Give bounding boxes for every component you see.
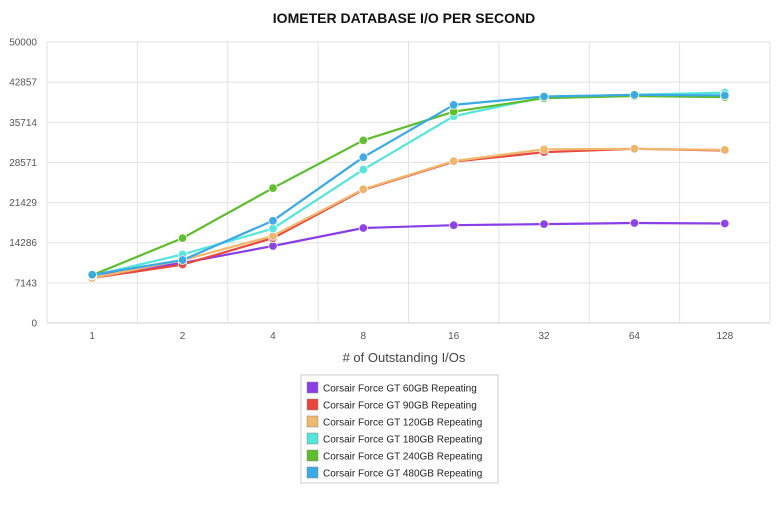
x-tick-label: 64 — [629, 331, 641, 342]
data-point — [720, 145, 730, 155]
y-tick-label: 7143 — [15, 278, 38, 289]
data-point — [268, 183, 278, 193]
y-tick-label: 28571 — [9, 158, 37, 169]
legend-label: Corsair Force GT 90GB Repeating — [323, 401, 477, 412]
data-point — [448, 156, 459, 166]
y-tick-label: 0 — [31, 319, 37, 330]
legend-swatch — [306, 449, 319, 462]
series-6 — [87, 90, 730, 280]
data-point — [358, 135, 369, 146]
legend-label: Corsair Force GT 180GB Repeating — [323, 435, 482, 446]
data-point — [358, 152, 369, 162]
legend-label: Corsair Force GT 120GB Repeating — [323, 418, 482, 429]
data-point — [358, 164, 369, 175]
x-tick-label: 8 — [361, 331, 367, 342]
legend: Corsair Force GT 60GB Repeating Corsair F… — [300, 374, 499, 484]
y-tick-label: 42857 — [9, 78, 37, 89]
grid — [46, 41, 771, 324]
data-point — [268, 216, 278, 226]
x-axis-label: # of Outstanding I/Os — [343, 350, 466, 365]
series-line — [91, 147, 725, 280]
legend-swatch — [306, 381, 319, 394]
x-tick-label: 128 — [716, 331, 733, 342]
data-point — [268, 241, 278, 251]
data-point — [629, 144, 640, 154]
legend-label: Corsair Force GT 240GB Repeating — [323, 452, 482, 463]
series-group — [87, 87, 730, 283]
x-tick-label: 16 — [448, 331, 460, 342]
data-point — [539, 91, 549, 102]
data-point — [358, 184, 369, 194]
data-point — [358, 223, 369, 233]
x-tick-label: 32 — [539, 331, 551, 342]
legend-label: Corsair Force GT 480GB Repeating — [323, 469, 482, 480]
legend-label: Corsair Force GT 60GB Repeating — [323, 384, 477, 395]
y-tick-label: 14286 — [9, 238, 37, 249]
legend-swatch — [306, 466, 319, 479]
y-axis-ticks: 0 7143 14286 21429 28571 35714 42857 50000 — [9, 38, 37, 330]
y-tick-label: 50000 — [9, 38, 37, 49]
data-point — [448, 100, 459, 110]
data-point — [87, 269, 97, 280]
data-point — [448, 220, 459, 230]
x-axis-ticks: 1 2 4 8 16 32 64 128 — [89, 331, 733, 342]
legend-swatch — [306, 398, 319, 411]
data-point — [177, 255, 188, 265]
legend-swatch — [306, 432, 319, 445]
x-tick-label: 1 — [89, 331, 95, 342]
y-tick-label: 21429 — [9, 198, 37, 209]
legend-box — [300, 374, 499, 484]
legend-swatch — [306, 415, 319, 428]
data-point — [629, 218, 640, 228]
series-line — [91, 94, 725, 277]
data-point — [720, 90, 730, 101]
data-point — [720, 218, 730, 229]
x-tick-label: 4 — [270, 331, 276, 342]
y-tick-label: 35714 — [9, 118, 37, 129]
chart-title: IOMETER DATABASE I/O PER SECOND — [273, 10, 535, 26]
data-point — [539, 219, 549, 229]
x-tick-label: 2 — [180, 331, 186, 342]
series-line — [92, 93, 725, 276]
data-point — [177, 233, 188, 243]
data-point — [539, 144, 549, 155]
data-point — [629, 90, 640, 100]
data-point — [268, 223, 278, 234]
